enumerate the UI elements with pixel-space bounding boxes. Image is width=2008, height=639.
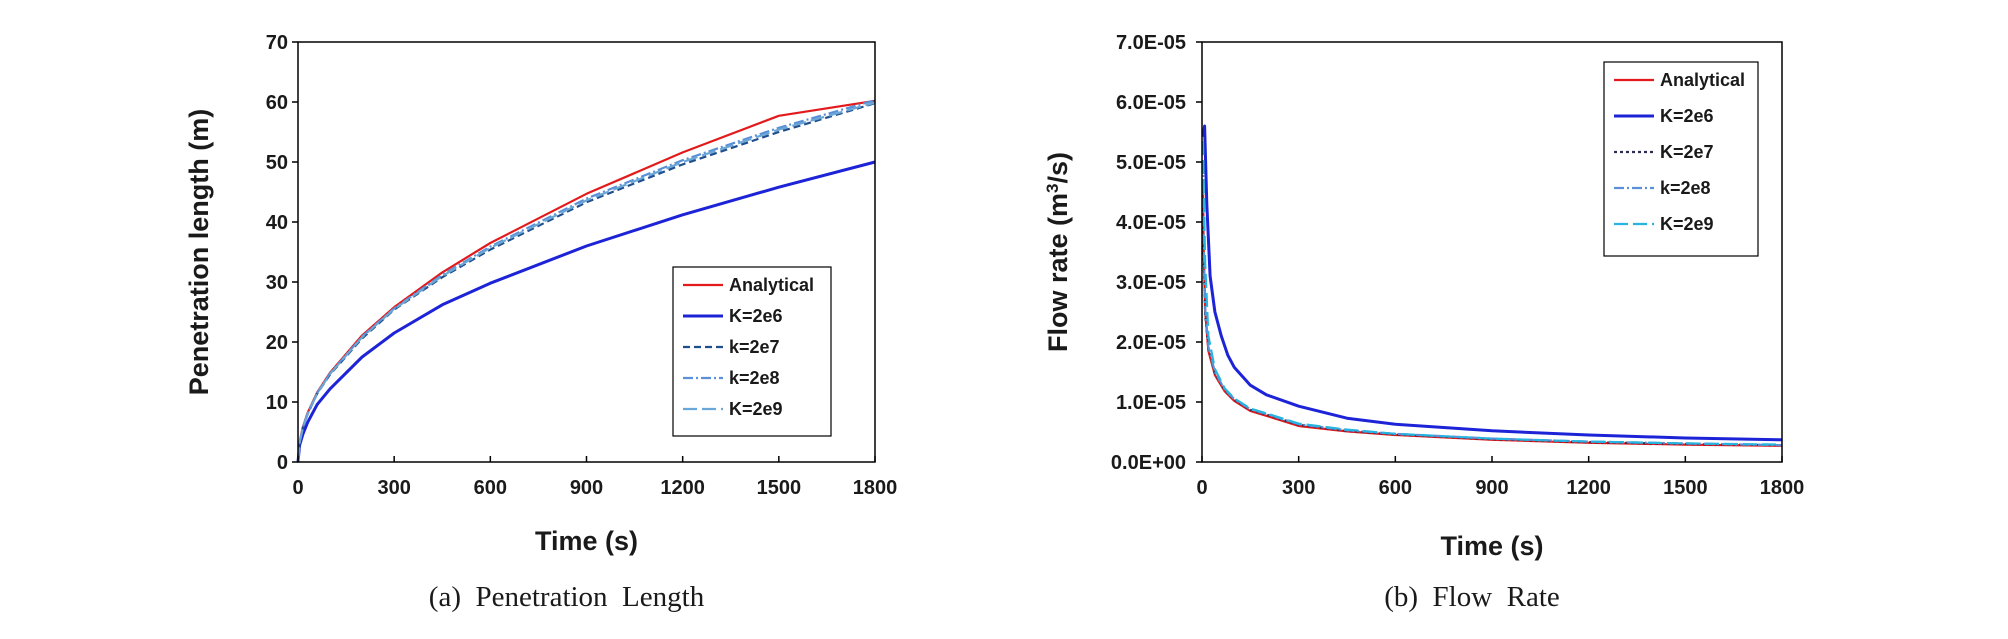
- panel-a-x-tick-label: 600: [474, 477, 507, 499]
- panel-a-y-tick-label: 70: [266, 32, 288, 54]
- panel-b-y-tick-label: 3.0E-05: [1116, 272, 1186, 294]
- panel-b-y-axis-label-main: Flow rate (m: [1043, 193, 1073, 352]
- panel-b-y-tick-label: 7.0E-05: [1116, 32, 1186, 54]
- legend-label: K=2e6: [729, 306, 783, 326]
- panel-b-x-tick-label: 1500: [1663, 477, 1708, 499]
- series-line-k-2e6: [296, 160, 876, 463]
- panel-b-x-tick-label: 0: [1196, 477, 1207, 499]
- legend-label: K=2e6: [1660, 106, 1714, 126]
- legend-box: [672, 266, 832, 437]
- panel-a-x-axis-label: Time (s): [535, 526, 638, 556]
- legend-label: K=2e9: [729, 399, 783, 419]
- panel-b-y-axis-label-superscript: 3: [1043, 184, 1062, 193]
- series-line-k-2e6: [1201, 124, 1783, 442]
- panel-b-y-ticks: 0.0E+00 1.0E-05 2.0E-05 3.0E-05 4.0E-05 5.0E-…: [1111, 32, 1202, 474]
- panel-b-y-tick-label: 5.0E-05: [1116, 152, 1186, 174]
- legend-label: Analytical: [1660, 70, 1745, 90]
- legend-label: k=2e7: [729, 337, 780, 357]
- panel-b-x-axis-label: Time (s): [1440, 531, 1543, 561]
- panel-a-x-tick-label: 900: [570, 477, 603, 499]
- panel-b-y-tick-label: 2.0E-05: [1116, 332, 1186, 354]
- panel-a-x-ticks: 0 300 600 900 1200 1500 1800: [292, 456, 897, 499]
- legend-label: K=2e9: [1660, 214, 1714, 234]
- panel-a-x-tick-label: 1800: [853, 477, 898, 499]
- legend-box: [1603, 61, 1759, 257]
- legend-label: k=2e8: [1660, 178, 1711, 198]
- panel-b-y-tick-label: 4.0E-05: [1116, 212, 1186, 234]
- panel-a-x-tick-label: 1200: [660, 477, 705, 499]
- panel-a-x-tick-label: 0: [292, 477, 303, 499]
- legend-label: K=2e7: [1660, 142, 1714, 162]
- panel-b-x-ticks: 0 300 600 900 1200 1500 1800: [1196, 456, 1804, 499]
- panel-b-x-tick-label: 1200: [1566, 477, 1611, 499]
- panel-a-y-tick-label: 0: [277, 452, 288, 474]
- series-line-k-2e9: [1201, 140, 1783, 446]
- panel-b-y-tick-label: 0.0E+00: [1111, 452, 1186, 474]
- panel-b-x-tick-label: 600: [1379, 477, 1412, 499]
- panel-b-y-tick-label: 6.0E-05: [1116, 92, 1186, 114]
- panel-a-series: [296, 99, 876, 463]
- panel-a-x-tick-label: 1500: [757, 477, 802, 499]
- panel-a-y-ticks: 0 10 20 30 40 50 60 70: [266, 32, 298, 474]
- panel-a-y-axis-label: Penetration length (m): [184, 109, 214, 396]
- panel-a-y-tick-label: 50: [266, 152, 288, 174]
- panel-b-series: [1201, 124, 1783, 447]
- legend-label: Analytical: [729, 275, 814, 295]
- panel-a-y-tick-label: 30: [266, 272, 288, 294]
- panel-b-x-tick-label: 300: [1282, 477, 1315, 499]
- panel-a-x-tick-label: 300: [377, 477, 410, 499]
- panel-a-y-tick-label: 40: [266, 212, 288, 234]
- panel-a-y-tick-label: 10: [266, 392, 288, 414]
- panel-b-x-tick-label: 900: [1475, 477, 1508, 499]
- panel-b-x-tick-label: 1800: [1760, 477, 1805, 499]
- panel-b-legend: Analytical K=2e6 K=2e7 k=2e8 K=2e9: [1603, 61, 1759, 257]
- series-line-k-2e9: [296, 101, 876, 463]
- panel-a-penetration-length: 0 300 600 900 1200 1500 1800 0 10 20 30 40 50 60 70 T…: [184, 32, 897, 613]
- panel-a-legend: Analytical K=2e6 k=2e7 k=2e8 K=2e9: [672, 266, 832, 437]
- panel-b-caption: (b) Flow Rate: [1384, 581, 1560, 613]
- panel-b-flow-rate: 0 300 600 900 1200 1500 1800 0.0E+00 1.0E-05 2.0…: [1043, 32, 1805, 613]
- panel-a-caption: (a) Penetration Length: [429, 581, 705, 613]
- panel-b-y-axis-label: Flow rate (m3/s): [1043, 152, 1074, 352]
- panel-a-y-tick-label: 60: [266, 92, 288, 114]
- legend-label: k=2e8: [729, 368, 780, 388]
- panel-b-y-tick-label: 1.0E-05: [1116, 392, 1186, 414]
- panel-a-y-tick-label: 20: [266, 332, 288, 354]
- panel-b-y-axis-label-end: /s): [1043, 152, 1073, 184]
